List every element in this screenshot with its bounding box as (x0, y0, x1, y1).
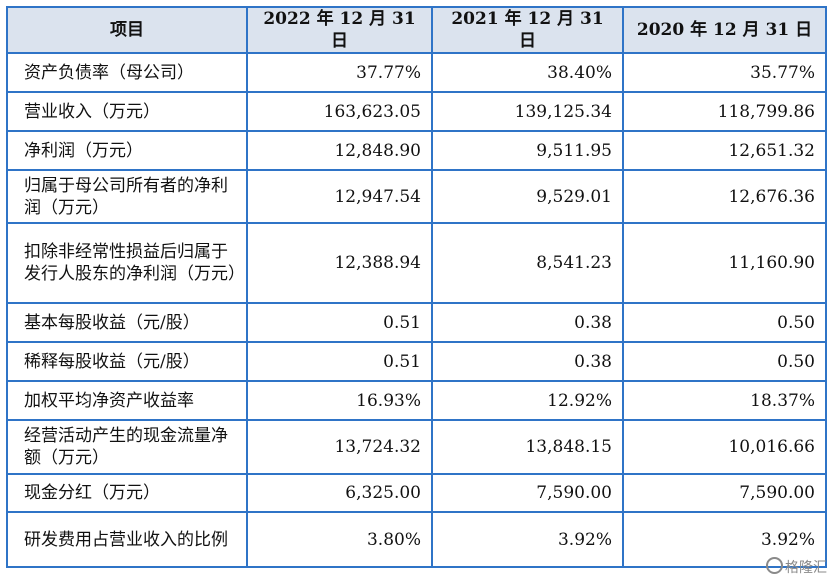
row-label: 研发费用占营业收入的比例 (6, 511, 248, 568)
cell-2022: 0.51 (246, 302, 433, 343)
cell-2020: 18.37% (622, 380, 827, 421)
header-2021: 2021 年 12 月 31 日 (431, 6, 624, 54)
cell-2021: 0.38 (431, 341, 624, 382)
row-label: 经营活动产生的现金流量净额（万元） (6, 419, 248, 475)
cell-2022: 16.93% (246, 380, 433, 421)
cell-2022: 12,388.94 (246, 222, 433, 304)
cell-2021: 38.40% (431, 52, 624, 93)
cell-2020: 0.50 (622, 302, 827, 343)
cell-2022: 3.80% (246, 511, 433, 568)
row-label: 现金分红（万元） (6, 473, 248, 513)
row-label: 资产负债率（母公司） (6, 52, 248, 93)
cell-2020: 11,160.90 (622, 222, 827, 304)
cell-2022: 12,848.90 (246, 130, 433, 171)
cell-2022: 0.51 (246, 341, 433, 382)
table-row: 营业收入（万元） 163,623.05 139,125.34 118,799.8… (6, 91, 827, 132)
cell-2021: 139,125.34 (431, 91, 624, 132)
header-item: 项目 (6, 6, 248, 54)
table-row: 经营活动产生的现金流量净额（万元） 13,724.32 13,848.15 10… (6, 419, 827, 475)
financial-indicators-table: 项目 2022 年 12 月 31 日 2021 年 12 月 31 日 202… (6, 6, 827, 568)
gelonghui-logo-icon (766, 557, 783, 574)
table-row: 研发费用占营业收入的比例 3.80% 3.92% 3.92% (6, 511, 827, 568)
cell-2021: 8,541.23 (431, 222, 624, 304)
table-row: 基本每股收益（元/股） 0.51 0.38 0.50 (6, 302, 827, 343)
cell-2020: 0.50 (622, 341, 827, 382)
cell-2020: 118,799.86 (622, 91, 827, 132)
cell-2021: 7,590.00 (431, 473, 624, 513)
cell-2022: 13,724.32 (246, 419, 433, 475)
row-label: 净利润（万元） (6, 130, 248, 171)
cell-2021: 12.92% (431, 380, 624, 421)
cell-2021: 9,529.01 (431, 169, 624, 224)
cell-2020: 7,590.00 (622, 473, 827, 513)
cell-2020: 35.77% (622, 52, 827, 93)
row-label: 基本每股收益（元/股） (6, 302, 248, 343)
table-row: 归属于母公司所有者的净利润（万元） 12,947.54 9,529.01 12,… (6, 169, 827, 224)
row-label: 加权平均净资产收益率 (6, 380, 248, 421)
cell-2021: 3.92% (431, 511, 624, 568)
row-label: 归属于母公司所有者的净利润（万元） (6, 169, 248, 224)
row-label: 营业收入（万元） (6, 91, 248, 132)
cell-2021: 13,848.15 (431, 419, 624, 475)
cell-2022: 163,623.05 (246, 91, 433, 132)
cell-2022: 12,947.54 (246, 169, 433, 224)
row-label: 稀释每股收益（元/股） (6, 341, 248, 382)
watermark: 格隆汇 (766, 557, 827, 577)
cell-2021: 9,511.95 (431, 130, 624, 171)
table-header-row: 项目 2022 年 12 月 31 日 2021 年 12 月 31 日 202… (6, 6, 827, 54)
header-2022: 2022 年 12 月 31 日 (246, 6, 433, 54)
table-row: 扣除非经常性损益后归属于发行人股东的净利润（万元） 12,388.94 8,54… (6, 222, 827, 304)
cell-2021: 0.38 (431, 302, 624, 343)
watermark-text: 格隆汇 (785, 560, 827, 576)
table-row: 稀释每股收益（元/股） 0.51 0.38 0.50 (6, 341, 827, 382)
table-row: 加权平均净资产收益率 16.93% 12.92% 18.37% (6, 380, 827, 421)
table-row: 净利润（万元） 12,848.90 9,511.95 12,651.32 (6, 130, 827, 171)
cell-2020: 12,676.36 (622, 169, 827, 224)
header-2020: 2020 年 12 月 31 日 (622, 6, 827, 54)
row-label: 扣除非经常性损益后归属于发行人股东的净利润（万元） (6, 222, 248, 304)
cell-2020: 3.92% (622, 511, 827, 568)
table-row: 现金分红（万元） 6,325.00 7,590.00 7,590.00 (6, 473, 827, 513)
cell-2022: 37.77% (246, 52, 433, 93)
cell-2022: 6,325.00 (246, 473, 433, 513)
cell-2020: 12,651.32 (622, 130, 827, 171)
table-row: 资产负债率（母公司） 37.77% 38.40% 35.77% (6, 52, 827, 93)
cell-2020: 10,016.66 (622, 419, 827, 475)
